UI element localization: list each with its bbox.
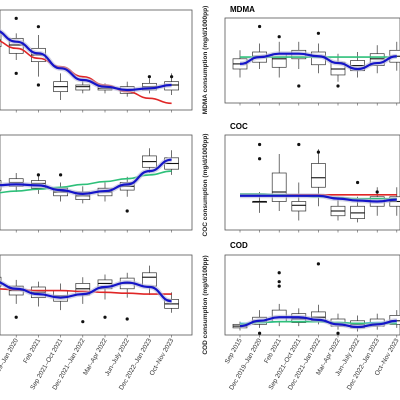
panel-title: MDMA xyxy=(230,5,255,14)
outlier-point xyxy=(277,35,281,39)
panel-marks xyxy=(0,265,179,324)
outlier-point xyxy=(147,75,151,79)
outlier-point xyxy=(36,25,41,29)
panel-bottom-right: COD COD consumption (mg/d/100pp) xyxy=(202,241,400,355)
panel-marks xyxy=(0,148,179,213)
outlier-point xyxy=(258,24,262,29)
panel-title: COD xyxy=(230,241,248,250)
x-tick-label: Feb 2021 xyxy=(22,337,42,365)
outlier-point xyxy=(297,142,301,147)
series-line xyxy=(0,30,172,92)
series-line xyxy=(0,281,172,303)
outlier-point xyxy=(125,317,129,321)
outlier-point xyxy=(336,84,340,88)
x-tick-label: Oct–Nov 2023 xyxy=(148,337,175,377)
outlier-point xyxy=(59,173,63,177)
outlier-point xyxy=(277,284,281,288)
outlier-point xyxy=(14,71,18,75)
outlier-point xyxy=(81,320,85,324)
outlier-point xyxy=(14,315,18,319)
plot-area xyxy=(0,9,193,111)
y-axis-label: MDMA consumption (mg/d/1000pp) xyxy=(202,6,209,114)
outlier-point xyxy=(297,84,301,88)
series-line xyxy=(239,52,397,71)
x-tick-label: Feb 2021 xyxy=(263,337,283,365)
outlier-point xyxy=(316,31,320,35)
x-tick-label: Dec 2019–Jan 2020 xyxy=(0,337,20,391)
outlier-point xyxy=(356,180,360,185)
y-axis-label: COC consumption (mg/d/1000pp) xyxy=(202,134,209,237)
box xyxy=(75,84,91,91)
box xyxy=(311,163,326,188)
outlier-point xyxy=(36,83,41,87)
x-tick-label: Sep 2015 xyxy=(224,337,244,365)
y-axis-label: COD consumption (mg/d/100pp) xyxy=(202,255,209,354)
outlier-point xyxy=(316,262,320,266)
outlier-point xyxy=(14,16,18,20)
panel-marks xyxy=(232,24,400,88)
panel-mid-right: COC COC consumption (mg/d/1000pp) xyxy=(202,122,400,236)
outlier-point xyxy=(258,142,262,147)
series-line xyxy=(239,316,397,329)
panel-marks xyxy=(0,16,179,105)
series-line xyxy=(0,40,172,105)
series-line xyxy=(240,194,397,203)
box xyxy=(291,201,307,212)
panel-top-left xyxy=(0,9,193,111)
outlier-point xyxy=(336,331,340,335)
outlier-point xyxy=(125,209,129,213)
outlier-point xyxy=(258,157,262,161)
outlier-point xyxy=(103,315,107,319)
outlier-point xyxy=(36,173,41,177)
outlier-point xyxy=(277,280,281,284)
series-line xyxy=(0,158,172,196)
panel-marks xyxy=(239,142,400,223)
panel-title: COC xyxy=(230,122,248,131)
outlier-point xyxy=(258,331,262,335)
outlier-point xyxy=(277,271,281,275)
panel-marks xyxy=(232,262,400,335)
outlier-point xyxy=(375,190,379,194)
outlier-point xyxy=(170,75,174,79)
outlier-point xyxy=(316,150,320,154)
